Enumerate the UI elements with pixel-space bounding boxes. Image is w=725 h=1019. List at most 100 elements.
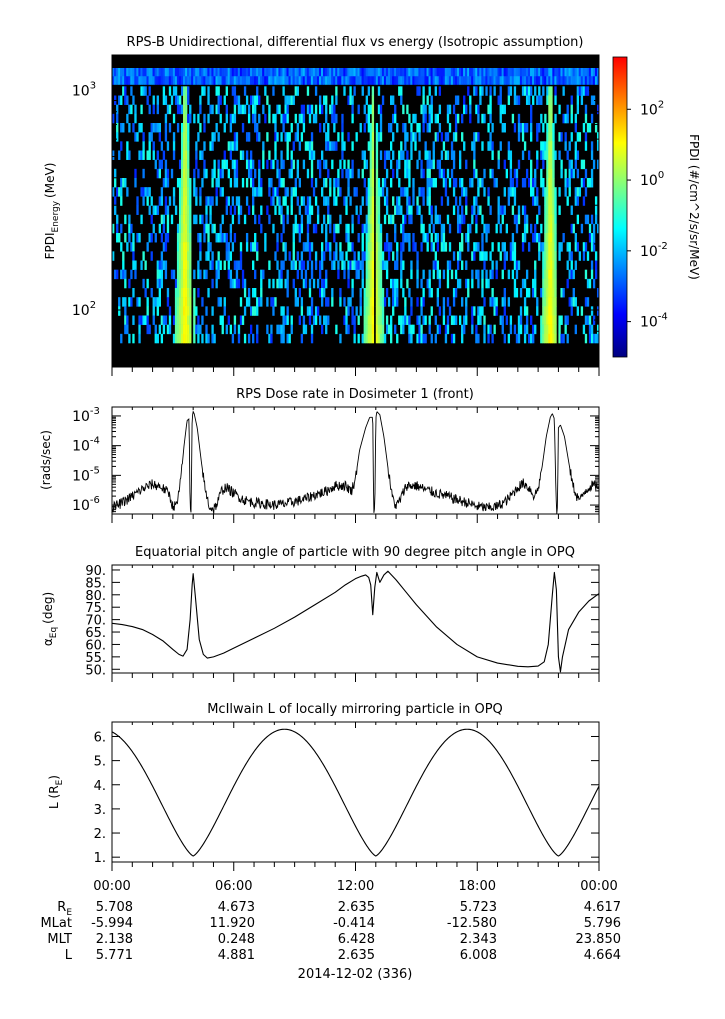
spectrogram-cell bbox=[327, 141, 330, 151]
spectrogram-cell bbox=[249, 242, 253, 252]
spectrogram-cell bbox=[304, 205, 308, 215]
spectrogram-cell bbox=[296, 223, 299, 234]
spectrogram-cell bbox=[166, 178, 170, 188]
spectrogram-cell bbox=[215, 196, 218, 206]
spectrogram-cell bbox=[410, 141, 413, 151]
spectrogram-cell bbox=[233, 159, 237, 170]
spectrogram-cell bbox=[434, 113, 437, 124]
spectrogram-cell bbox=[162, 76, 166, 85]
spectrogram-cell bbox=[128, 233, 131, 243]
spectrogram-cell bbox=[325, 242, 328, 252]
spectrogram-cell bbox=[272, 278, 275, 289]
spectrogram-cell bbox=[235, 196, 239, 206]
spectrogram-cell bbox=[294, 76, 297, 85]
spectrogram-cell bbox=[258, 178, 261, 188]
spectrogram-cell bbox=[394, 223, 397, 234]
spectrogram-cell bbox=[379, 123, 383, 133]
spectrogram-cell bbox=[243, 288, 247, 298]
spectrogram-cell bbox=[189, 306, 192, 316]
spectrogram-cell bbox=[219, 168, 222, 179]
spectrogram-cell bbox=[491, 76, 494, 85]
spectrogram-cell bbox=[187, 251, 190, 261]
spectrogram-cell bbox=[588, 76, 592, 85]
spectrogram-cell bbox=[430, 178, 433, 188]
spectrogram-cell bbox=[241, 150, 245, 160]
spectrogram-cell bbox=[487, 141, 490, 151]
spectrogram-cell bbox=[416, 86, 419, 96]
spectrogram-cell bbox=[288, 76, 291, 85]
spectrogram-cell bbox=[554, 223, 557, 234]
spectrogram-cell bbox=[144, 315, 147, 325]
spectrogram-cell bbox=[548, 76, 551, 85]
spectrogram-cell bbox=[426, 233, 429, 243]
spectrogram-cell bbox=[160, 269, 164, 280]
spectrogram-cell bbox=[331, 297, 334, 307]
spectrogram-cell bbox=[596, 132, 600, 142]
spectrogram-cell bbox=[501, 214, 504, 225]
spectrogram-cell bbox=[306, 223, 310, 234]
spectrogram-cell bbox=[266, 205, 269, 215]
spectrogram-cell bbox=[375, 333, 379, 344]
spectrogram-cell bbox=[365, 333, 368, 344]
spectrogram-cell bbox=[178, 269, 182, 280]
spectrogram-cell bbox=[566, 196, 569, 206]
spectrogram-cell bbox=[266, 324, 269, 335]
spectrogram-cell bbox=[254, 233, 257, 243]
spectrogram-cell bbox=[128, 223, 131, 234]
spectrogram-cell bbox=[481, 278, 484, 289]
spectrogram-cell bbox=[310, 168, 314, 179]
spectrogram-cell bbox=[530, 223, 533, 234]
spectrogram-cell bbox=[209, 68, 212, 77]
spectrogram-cell bbox=[318, 288, 322, 298]
spectrogram-cell bbox=[276, 68, 279, 77]
spectrogram-cell bbox=[321, 260, 324, 270]
spectrogram-cell bbox=[475, 68, 478, 77]
spectrogram-cell bbox=[544, 315, 547, 325]
spectrogram-cell bbox=[187, 288, 190, 298]
spectrogram-cell bbox=[588, 123, 592, 133]
spectrogram-cell bbox=[256, 333, 259, 344]
spectrogram-cell bbox=[278, 104, 281, 115]
spectrogram-cell bbox=[278, 278, 281, 289]
spectrogram-cell bbox=[540, 113, 543, 124]
spectrogram-cell bbox=[592, 68, 596, 77]
spectrogram-cell bbox=[280, 159, 283, 170]
spectrogram-cell bbox=[310, 104, 314, 115]
spectrogram-cell bbox=[544, 333, 547, 344]
spectrogram-cell bbox=[471, 205, 474, 215]
spectrogram-cell bbox=[337, 68, 340, 77]
spectrogram-cell bbox=[398, 159, 401, 170]
spectrogram-cell bbox=[582, 159, 586, 170]
spectrogram-cell bbox=[548, 233, 551, 243]
spectrogram-cell bbox=[414, 242, 417, 252]
spectrogram-cell bbox=[142, 68, 145, 77]
spectrogram-cell bbox=[552, 132, 555, 142]
spectrogram-cell bbox=[211, 104, 214, 115]
spectrogram-cell bbox=[361, 260, 364, 270]
spectrogram-cell bbox=[327, 76, 330, 85]
colorbar bbox=[612, 56, 628, 358]
spectrogram-cell bbox=[233, 86, 237, 96]
spectrogram-cell bbox=[406, 278, 409, 289]
spectrogram-cell bbox=[306, 260, 310, 270]
spectrogram-cell bbox=[369, 178, 373, 188]
spectrogram-cell bbox=[379, 324, 383, 335]
spectrogram-cell bbox=[402, 68, 405, 77]
spectrogram-cell bbox=[548, 242, 551, 252]
spectrogram-cell bbox=[286, 187, 289, 197]
spectrogram-cell bbox=[515, 68, 519, 77]
spectrogram-cell bbox=[353, 187, 356, 197]
spectrogram-cell bbox=[527, 150, 531, 160]
spectrogram-cell bbox=[507, 269, 511, 280]
spectrogram-cell bbox=[548, 141, 551, 151]
spectrogram-cell bbox=[223, 297, 226, 307]
spectrogram-cell bbox=[164, 315, 168, 325]
spectrogram-cell bbox=[339, 242, 342, 252]
spectrogram-cell bbox=[590, 242, 594, 252]
spectrogram-cell bbox=[392, 76, 395, 85]
spectrogram-cell bbox=[582, 76, 586, 85]
spectrogram-cell bbox=[596, 141, 600, 151]
spectrogram-cell bbox=[335, 178, 338, 188]
spectrogram-cell bbox=[183, 76, 186, 85]
spectrogram-cell bbox=[377, 223, 381, 234]
